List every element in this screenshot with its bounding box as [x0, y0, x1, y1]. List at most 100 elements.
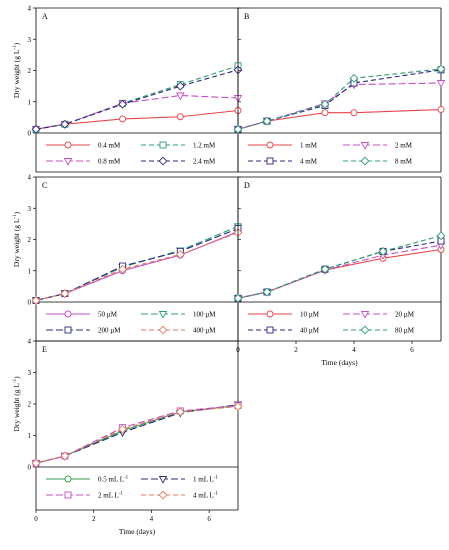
panel-letter: E: [42, 345, 47, 354]
y-tick-label: 2: [28, 401, 32, 409]
legend-label: 200 µM: [98, 327, 121, 335]
legend-label-text: 80 µM: [395, 327, 415, 335]
data-point: [349, 73, 359, 83]
panel-letter: B: [244, 12, 249, 21]
legend-item: 100 µM: [141, 311, 216, 319]
legend-label-text: 0.5 mL L: [98, 476, 124, 484]
legend: 50 µM 100 µM 200 µM 400 µM: [46, 311, 216, 335]
legend: 0.4 mM 1.2 mM 0.8 mM 2.4 mM: [46, 142, 216, 166]
data-point: [176, 92, 185, 101]
legend-label-text: 0.8 mM: [98, 158, 121, 166]
legend-label-text: 50 µM: [98, 311, 118, 319]
y-axis-title-end: ): [12, 376, 21, 379]
series-0: [32, 107, 242, 133]
data-point: [60, 451, 70, 461]
data-point: [118, 264, 128, 274]
y-tick-label: 1: [28, 98, 32, 106]
y-tick-label: 4: [28, 5, 32, 13]
data-point: [320, 264, 330, 274]
y-tick-label: 0: [28, 130, 32, 138]
data-point: [31, 296, 41, 305]
y-axis-title: Dry weight (g L-1): [12, 42, 21, 98]
x-tick-label: 2: [294, 346, 298, 354]
y-tick-label: 0: [28, 299, 32, 307]
panel-letter: C: [42, 181, 47, 190]
legend-swatch-marker: [360, 311, 370, 319]
y-tick-label: 3: [28, 205, 32, 213]
legend-label: 1 mM: [300, 142, 318, 150]
series-line: [35, 69, 239, 130]
data-point: [436, 80, 446, 88]
panel-letter: D: [244, 181, 250, 190]
legend-label: 50 µM: [98, 311, 118, 319]
legend-label-text: 2.4 mM: [193, 158, 216, 166]
legend-item: 0.5 mL L-1: [46, 476, 129, 484]
legend-label-superscript: -1: [214, 492, 219, 497]
legend-item: 1 mL L-1: [141, 476, 218, 484]
legend-swatch-marker: [64, 141, 72, 149]
legend-swatch-marker: [266, 157, 274, 165]
legend-swatch-marker: [266, 326, 274, 334]
series-line: [35, 225, 239, 301]
legend-label-text: 100 µM: [193, 311, 216, 319]
y-axis-title-superscript: -1: [13, 378, 18, 383]
legend-item: 1.2 mM: [141, 142, 216, 150]
legend-label: 100 µM: [193, 311, 216, 319]
y-tick-label: 4: [28, 174, 32, 182]
legend-label: 40 µM: [300, 327, 320, 335]
legend-label-text: 1.2 mM: [193, 142, 216, 150]
data-point: [118, 99, 128, 109]
legend-label: 4 mL L-1: [193, 492, 218, 500]
legend-label: 2.4 mM: [193, 158, 216, 166]
legend-swatch-marker: [64, 326, 72, 334]
legend-item: 40 µM: [248, 327, 320, 335]
y-axis-title-main: Dry weight (g L: [12, 383, 21, 432]
x-tick-label: 4: [352, 346, 356, 354]
data-point: [233, 293, 243, 303]
legend-label-text: 0.4 mM: [98, 142, 121, 150]
legend-label-text: 400 µM: [193, 327, 216, 335]
data-point: [350, 109, 358, 117]
legend-item: 4 mM: [248, 158, 318, 166]
y-tick-label: 1: [28, 432, 32, 440]
legend-swatch-marker: [158, 325, 168, 335]
legend-label: 1 mL L-1: [193, 476, 218, 484]
data-point: [262, 287, 272, 297]
legend-item: 400 µM: [141, 325, 216, 335]
legend-item: 0.8 mM: [46, 158, 121, 166]
data-point: [233, 402, 243, 411]
data-point: [437, 106, 445, 114]
data-point: [31, 458, 41, 468]
y-axis-title: Dry weight (g L-1): [12, 376, 21, 432]
legend-item: 80 µM: [343, 325, 415, 335]
x-axis-title: Time (days): [321, 358, 358, 367]
y-tick-label: 1: [28, 267, 32, 275]
legend-swatch-marker: [63, 158, 73, 166]
legend-item: 2 mL L-1: [46, 492, 123, 500]
legend-item: 0.4 mM: [46, 142, 121, 150]
legend-item: 8 mM: [343, 156, 413, 166]
legend-label: 4 mM: [300, 158, 318, 166]
data-point: [175, 81, 185, 91]
legend-label-superscript: -1: [214, 476, 219, 481]
y-axis-title-main: Dry weight (g L: [12, 49, 21, 98]
x-tick-label: 2: [92, 515, 96, 523]
data-point: [436, 64, 446, 74]
legend-item: 2.4 mM: [141, 156, 216, 166]
legend: 0.5 mL L-1 1 mL L-12 mL L-1 4 mL L-1: [46, 476, 218, 500]
legend-item: 4 mL L-1: [141, 490, 218, 500]
y-tick-label: 4: [28, 338, 32, 346]
series-3: [31, 65, 243, 134]
legend-swatch-marker: [266, 141, 274, 149]
legend-item: 10 µM: [248, 311, 320, 319]
legend-label: 80 µM: [395, 327, 415, 335]
y-tick-label: 3: [28, 369, 32, 377]
legend-label-text: 4 mM: [300, 158, 318, 166]
legend-item: 1 mM: [248, 142, 318, 150]
x-tick-label: 6: [207, 515, 211, 523]
y-tick-label: 2: [28, 236, 32, 244]
legend-swatch-marker: [360, 142, 370, 150]
series-line: [35, 65, 239, 130]
y-axis-title-superscript: -1: [13, 214, 18, 219]
